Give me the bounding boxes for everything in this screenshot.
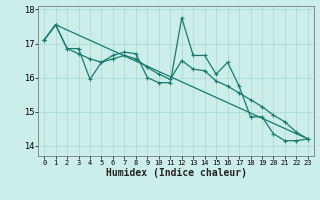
X-axis label: Humidex (Indice chaleur): Humidex (Indice chaleur) [106, 168, 246, 178]
